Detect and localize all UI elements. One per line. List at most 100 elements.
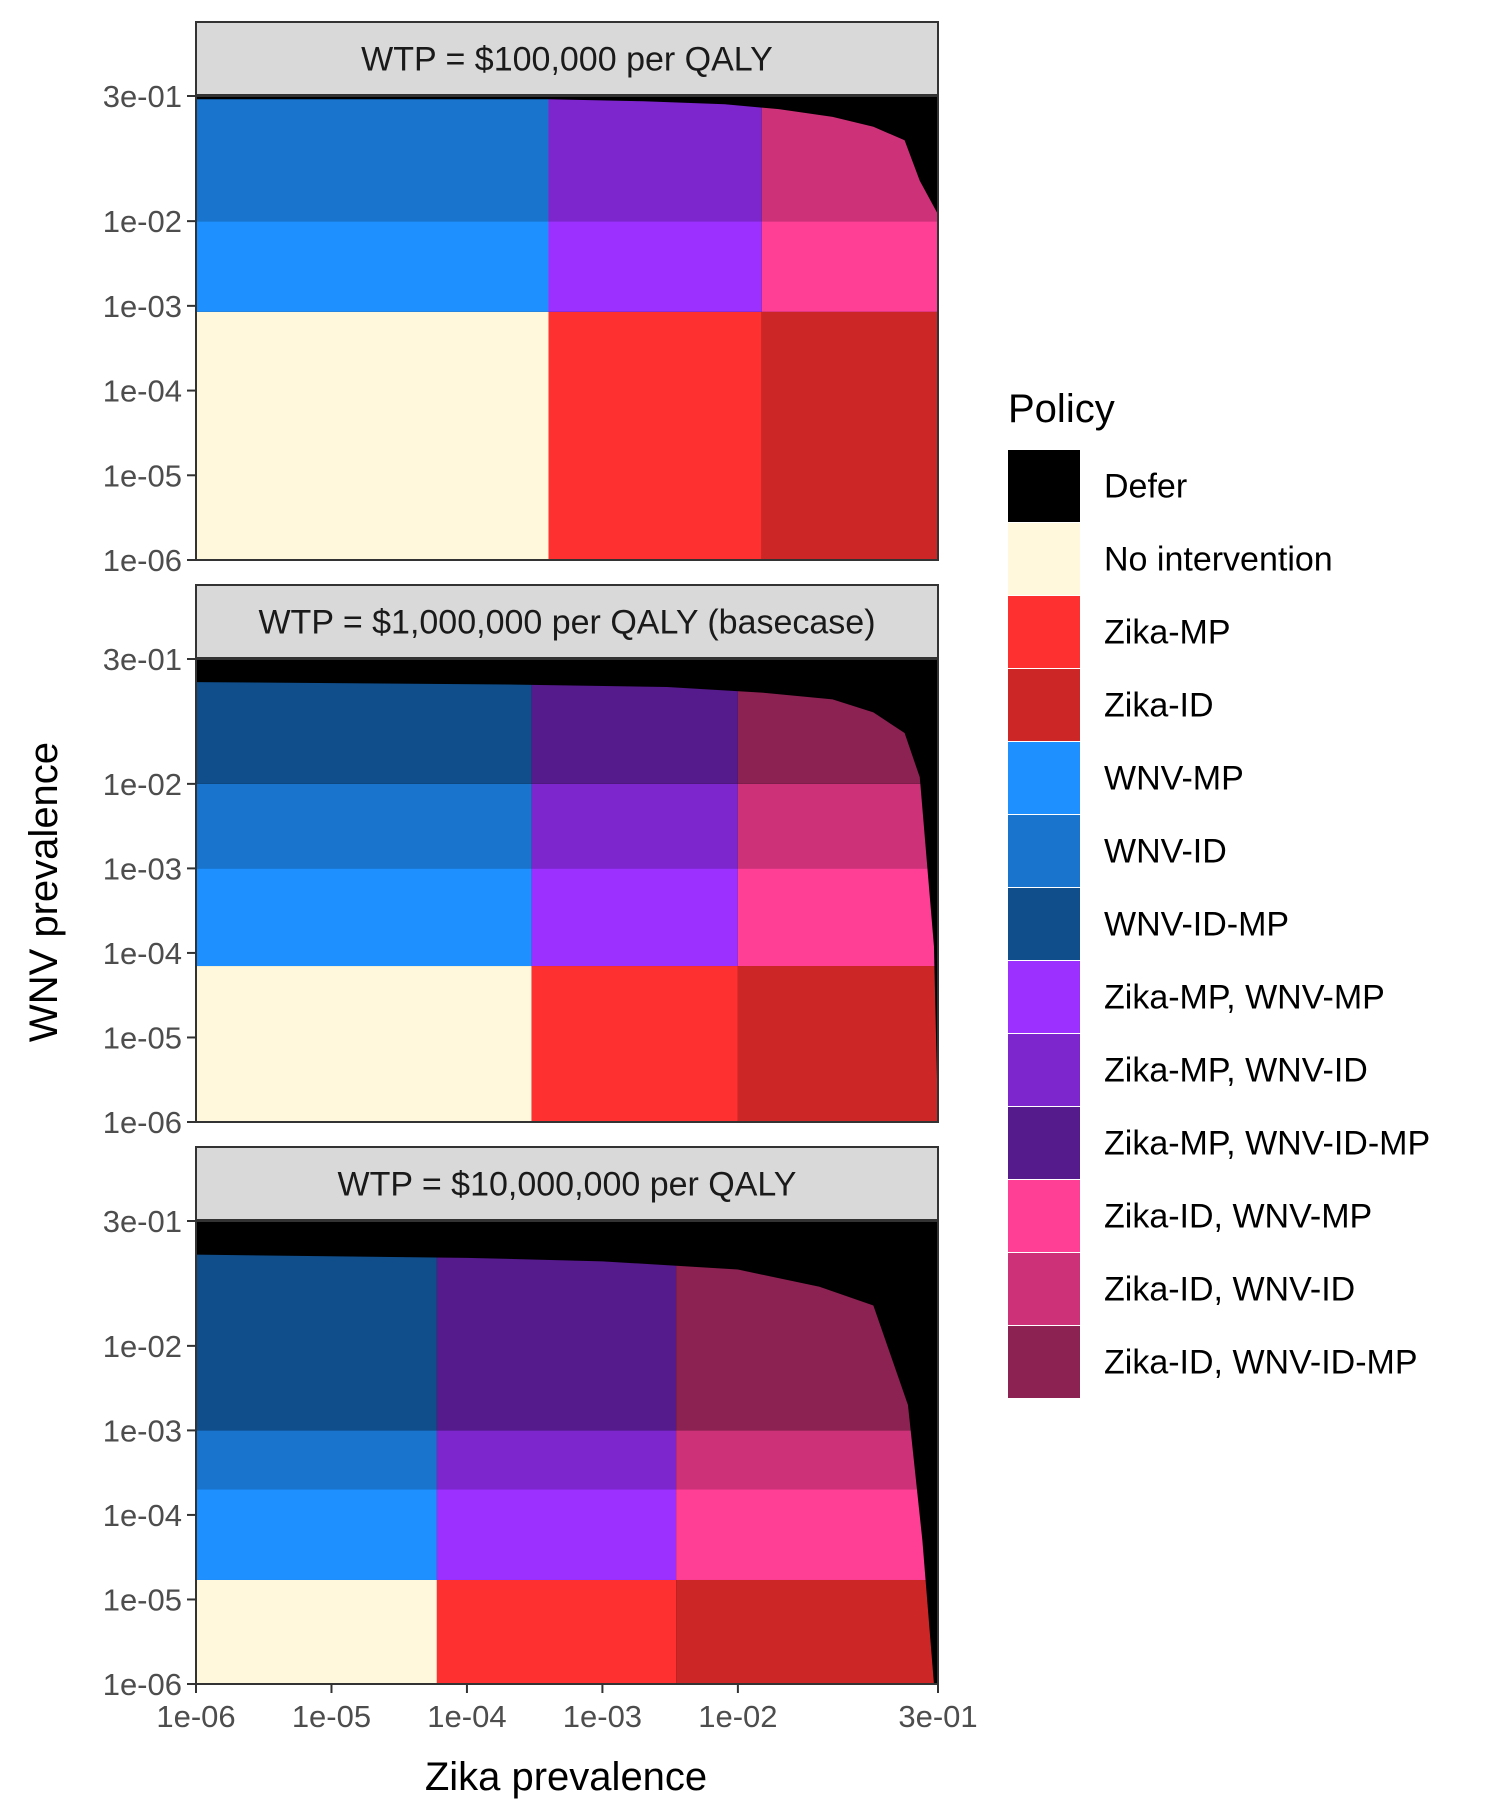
- region-zika-mp-wnv-mp: [436, 1489, 677, 1580]
- legend-label-zika-id-wnv-id: Zika-ID, WNV-ID: [1104, 1271, 1355, 1309]
- legend-key-zika-id: [1008, 669, 1080, 741]
- facet-strip-title: WTP = $1,000,000 per QALY (basecase): [258, 604, 875, 642]
- policy-regions: [196, 1254, 934, 1684]
- legend-key-zika-mp-wnv-id-mp: [1008, 1107, 1080, 1179]
- region-zika-id-wnv-mp: [676, 1489, 934, 1580]
- x-tick-label: 1e-06: [156, 1699, 235, 1734]
- region-no-intervention: [196, 1579, 437, 1684]
- y-tick-label: 3e-01: [103, 79, 182, 114]
- legend-key-zika-mp-wnv-mp: [1008, 961, 1080, 1033]
- y-tick-label: 1e-04: [103, 1498, 182, 1533]
- region-zika-mp-wnv-id: [548, 99, 762, 222]
- y-tick-label: 1e-04: [103, 936, 182, 971]
- region-zika-id-wnv-mp: [737, 868, 938, 967]
- plot-area: [196, 659, 938, 1122]
- facet-strip: [195, 1146, 939, 1221]
- panel-border: [195, 1220, 939, 1685]
- y-tick-label: 1e-03: [103, 1413, 182, 1448]
- legend-label-wnv-id-mp: WNV-ID-MP: [1104, 906, 1289, 944]
- region-zika-mp-wnv-id: [436, 1430, 677, 1490]
- legend-key-zika-id-wnv-id: [1008, 1253, 1080, 1325]
- region-zika-mp: [436, 1579, 677, 1684]
- y-tick-label: 1e-04: [103, 374, 182, 409]
- legend-key-defer: [1008, 450, 1080, 522]
- legend-label-zika-mp-wnv-mp: Zika-MP, WNV-MP: [1104, 979, 1385, 1017]
- region-wnv-id-mp: [196, 682, 532, 784]
- region-zika-id: [676, 1579, 934, 1684]
- region-zika-id-wnv-mp: [761, 221, 938, 312]
- legend-key-zika-id-wnv-id-mp: [1008, 1326, 1080, 1398]
- legend-title: Policy: [1008, 387, 1115, 431]
- region-no-intervention: [196, 311, 549, 560]
- legend-key-zika-id-wnv-mp: [1008, 1180, 1080, 1252]
- region-zika-mp-wnv-id-mp: [436, 1254, 677, 1431]
- region-wnv-id: [196, 1430, 437, 1490]
- x-tick-label: 1e-02: [698, 1699, 777, 1734]
- region-wnv-mp: [196, 1489, 437, 1580]
- region-zika-mp: [531, 966, 738, 1122]
- y-tick-label: 1e-05: [103, 1020, 182, 1055]
- y-tick-label: 1e-06: [103, 543, 182, 578]
- region-zika-mp-wnv-id-mp: [531, 682, 738, 784]
- legend-key-zika-mp: [1008, 596, 1080, 668]
- y-axis-title: WNV prevalence: [22, 742, 66, 1042]
- legend-label-zika-id-wnv-mp: Zika-ID, WNV-MP: [1104, 1198, 1372, 1236]
- panel-1: WTP = $100,000 per QALY 1e-06 1e-05 1e-04 1e…: [103, 21, 939, 578]
- legend-label-no-intervention: No intervention: [1104, 541, 1333, 579]
- facet-strip-title: WTP = $10,000,000 per QALY: [338, 1166, 797, 1204]
- region-zika-id-wnv-id: [676, 1430, 934, 1490]
- region-zika-id-wnv-id: [737, 783, 938, 869]
- legend-label-zika-mp-wnv-id-mp: Zika-MP, WNV-ID-MP: [1104, 1125, 1430, 1163]
- facet-strip: [195, 21, 939, 96]
- region-zika-id: [737, 966, 938, 1122]
- region-wnv-mp: [196, 868, 532, 967]
- y-tick-label: 3e-01: [103, 1204, 182, 1239]
- region-no-intervention: [196, 966, 532, 1122]
- legend-label-zika-id-wnv-id-mp: Zika-ID, WNV-ID-MP: [1104, 1344, 1418, 1382]
- legend-label-wnv-mp: WNV-MP: [1104, 760, 1244, 798]
- region-wnv-id: [196, 99, 549, 222]
- legend-label-zika-mp-wnv-id: Zika-MP, WNV-ID: [1104, 1052, 1368, 1090]
- y-tick-label: 1e-05: [103, 1582, 182, 1617]
- plot-area: [196, 96, 938, 560]
- legend-label-zika-id: Zika-ID: [1104, 687, 1214, 725]
- y-tick-label: 1e-02: [103, 204, 182, 239]
- legend: Defer No intervention Zika-MP Zika-ID WNV-MP…: [1008, 450, 1430, 1398]
- region-zika-mp-wnv-mp: [548, 221, 762, 312]
- region-zika-id: [761, 311, 938, 560]
- x-tick-label: 1e-03: [563, 1699, 642, 1734]
- legend-label-wnv-id: WNV-ID: [1104, 833, 1227, 871]
- legend-label-defer: Defer: [1104, 468, 1187, 506]
- panel-border: [195, 658, 939, 1123]
- x-axis-title: Zika prevalence: [425, 1755, 707, 1799]
- x-tick-label: 1e-04: [427, 1699, 506, 1734]
- y-tick-label: 1e-02: [103, 767, 182, 802]
- legend-label-zika-mp: Zika-MP: [1104, 614, 1231, 652]
- x-tick-label: 3e-01: [898, 1699, 977, 1734]
- region-zika-mp: [548, 311, 762, 560]
- plot-area: [196, 1221, 938, 1684]
- region-wnv-id-mp: [196, 1254, 437, 1431]
- policy-regions: [196, 682, 938, 1122]
- region-wnv-mp: [196, 221, 549, 312]
- legend-key-wnv-id: [1008, 815, 1080, 887]
- y-tick-label: 1e-05: [103, 458, 182, 493]
- y-tick-label: 1e-02: [103, 1329, 182, 1364]
- panel-2: WTP = $1,000,000 per QALY (basecase) 1e-0…: [103, 584, 939, 1140]
- y-tick-label: 1e-03: [103, 289, 182, 324]
- legend-key-zika-mp-wnv-id: [1008, 1034, 1080, 1106]
- y-tick-label: 1e-03: [103, 851, 182, 886]
- legend-key-wnv-mp: [1008, 742, 1080, 814]
- y-tick-label: 1e-06: [103, 1105, 182, 1140]
- region-zika-mp-wnv-id: [531, 783, 738, 869]
- region-wnv-id: [196, 783, 532, 869]
- panel-border: [195, 95, 939, 561]
- x-tick-label: 1e-05: [292, 1699, 371, 1734]
- region-zika-mp-wnv-mp: [531, 868, 738, 967]
- y-tick-label: 3e-01: [103, 642, 182, 677]
- panel-3: WTP = $10,000,000 per QALY 1e-06 1e-05 1e-0…: [103, 1146, 978, 1734]
- facet-strip-title: WTP = $100,000 per QALY: [361, 41, 773, 79]
- legend-key-no-intervention: [1008, 523, 1080, 595]
